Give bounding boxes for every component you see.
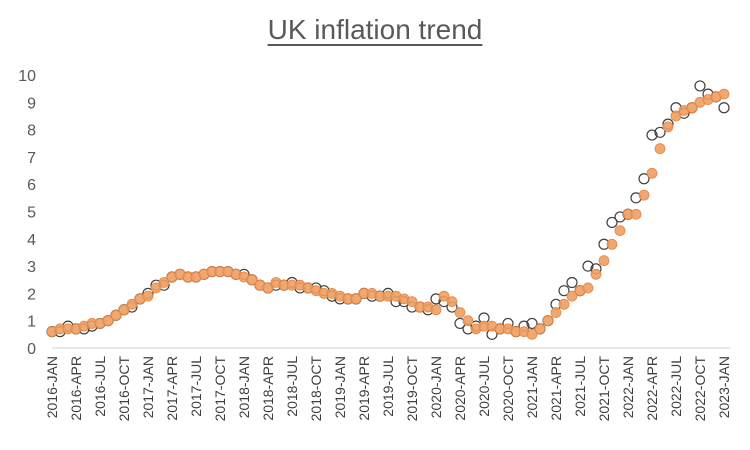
x-tick-label: 2017-APR <box>164 356 180 421</box>
series-2-point <box>526 328 538 340</box>
x-tick-label: 2022-APR <box>644 356 660 421</box>
series-2-point <box>406 296 418 307</box>
x-tick-label: 2020-OCT <box>500 356 516 422</box>
series-2-point <box>350 293 362 305</box>
series-2-point <box>110 309 122 321</box>
series-2-point <box>142 290 154 302</box>
x-tick-label: 2017-JAN <box>140 356 156 418</box>
x-tick-label: 2018-OCT <box>308 356 324 422</box>
series-2-point <box>430 304 442 316</box>
x-tick-label: 2016-OCT <box>116 356 132 422</box>
series-2-point <box>118 304 130 316</box>
x-tick-label: 2017-OCT <box>212 356 228 422</box>
x-tick-label: 2020-APR <box>452 356 468 421</box>
x-tick-label: 2018-APR <box>260 356 276 421</box>
series-1-point <box>638 173 650 185</box>
series-2-point <box>598 255 610 267</box>
series-2-point <box>102 315 114 327</box>
x-tick-label: 2022-JUL <box>668 356 684 417</box>
y-tick-label: 4 <box>27 232 36 249</box>
x-tick-label: 2022-OCT <box>692 356 708 422</box>
y-tick-label: 8 <box>27 123 36 140</box>
y-tick-label: 2 <box>27 286 36 303</box>
series-1-point <box>606 216 618 229</box>
series-1-point <box>694 80 706 92</box>
x-tick-label: 2016-JUL <box>92 356 108 417</box>
series-2-point <box>566 290 578 302</box>
series-2-point <box>614 225 626 237</box>
x-tick-label: 2023-JAN <box>716 356 732 418</box>
x-tick-label: 2019-APR <box>356 356 372 421</box>
y-tick-label: 10 <box>18 68 36 85</box>
series-2-point <box>534 323 546 335</box>
series-2-point <box>126 298 138 310</box>
y-tick-label: 7 <box>27 150 36 167</box>
series-2-point <box>646 167 658 179</box>
y-tick-label: 1 <box>27 314 36 331</box>
series-2-point <box>454 307 466 318</box>
series-1-point <box>566 276 578 289</box>
chart-title: UK inflation trend <box>267 14 483 45</box>
series-1-point <box>582 260 594 272</box>
y-tick-label: 9 <box>27 95 36 112</box>
series-2-point <box>582 282 594 294</box>
y-tick-label: 3 <box>27 259 36 276</box>
series-2-point <box>638 189 650 201</box>
x-tick-label: 2021-JAN <box>524 356 540 418</box>
series-2-point <box>446 296 458 307</box>
y-tick-label: 5 <box>27 205 36 222</box>
series-1-point <box>526 317 538 330</box>
series-2-point <box>462 315 474 327</box>
x-tick-label: 2019-JAN <box>332 356 348 418</box>
series-2-point <box>438 290 450 302</box>
series-2-point <box>662 121 674 133</box>
series-2-point <box>686 102 698 114</box>
series-2-point <box>654 143 666 155</box>
series-2-point <box>606 238 618 250</box>
x-tick-label: 2020-JAN <box>428 356 444 418</box>
x-tick-label: 2021-OCT <box>596 356 612 422</box>
series-1-point <box>558 285 570 297</box>
series-2-point <box>718 88 730 100</box>
series-1-point <box>718 102 730 114</box>
series-1-point <box>646 129 658 141</box>
series-2-point <box>590 268 602 280</box>
series-2-point <box>670 110 682 122</box>
series-2-point <box>630 208 642 220</box>
series-1-point <box>654 126 666 138</box>
series-2-point <box>262 282 274 294</box>
series-2-point <box>246 274 258 286</box>
x-tick-label: 2021-APR <box>548 356 564 421</box>
x-tick-label: 2022-JAN <box>620 356 636 418</box>
series-2-point <box>150 282 162 294</box>
x-tick-label: 2016-JAN <box>44 356 60 418</box>
y-tick-label: 0 <box>27 341 36 358</box>
x-tick-label: 2019-JUL <box>380 356 396 417</box>
x-tick-label: 2018-JUL <box>284 356 300 417</box>
series-2-point <box>542 315 554 327</box>
x-tick-label: 2017-JUL <box>188 356 204 417</box>
series-2-point <box>158 277 170 288</box>
series-2-point <box>550 307 562 318</box>
x-tick-label: 2019-OCT <box>404 356 420 422</box>
x-tick-label: 2020-JUL <box>476 356 492 417</box>
y-tick-label: 6 <box>27 177 36 194</box>
series-2-point <box>558 298 570 310</box>
x-tick-label: 2016-APR <box>68 356 84 421</box>
x-tick-label: 2018-JAN <box>236 356 252 418</box>
x-tick-label: 2021-JUL <box>572 356 588 417</box>
